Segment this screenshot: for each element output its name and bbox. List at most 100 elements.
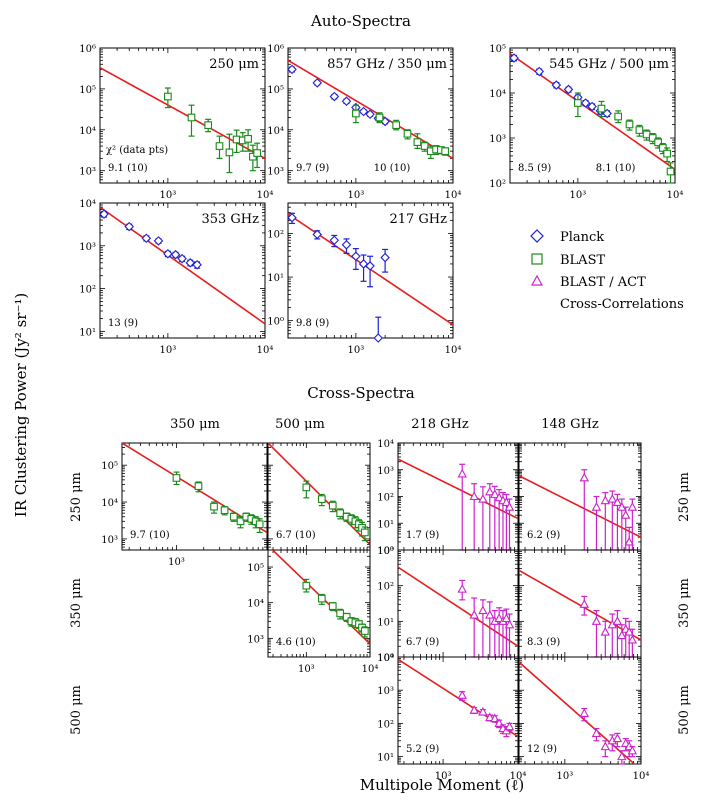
marker-triangle xyxy=(624,536,634,546)
data-point-act xyxy=(600,620,611,658)
data-point-planck xyxy=(534,66,545,77)
marker-square xyxy=(574,99,582,107)
row-label-350-left: 350 μm xyxy=(69,578,84,628)
marker-square xyxy=(352,109,360,118)
col-label-148: 148 GHz xyxy=(541,417,599,432)
legend-label-cross: Cross-Correlations xyxy=(560,297,684,312)
marker-triangle xyxy=(494,492,504,502)
data-point-act xyxy=(607,490,618,551)
marker-triangle xyxy=(624,626,634,636)
y-tick-label: 10¹ xyxy=(267,273,284,284)
x-tick-label: 10⁴ xyxy=(667,190,684,201)
marker-square xyxy=(336,509,345,517)
marker-square xyxy=(625,120,634,129)
y-tick-label: 10⁴ xyxy=(79,126,96,137)
legend-label-blast: BLAST xyxy=(560,253,605,268)
data-point-blast xyxy=(574,92,582,118)
data-point-blast xyxy=(172,471,181,486)
data-point-planck xyxy=(124,221,135,232)
marker-square xyxy=(244,135,252,143)
data-point-act xyxy=(579,595,590,616)
data-point-blast xyxy=(187,104,196,137)
x-tick-label: 10³ xyxy=(298,664,315,675)
y-tick-label: 10³ xyxy=(247,634,264,645)
marker-diamond xyxy=(351,251,361,262)
marker-triangle xyxy=(591,501,602,511)
y-tick-label: 10⁶ xyxy=(267,44,284,55)
y-tick-label: 10⁵ xyxy=(79,85,96,96)
x-tick-label: 10⁴ xyxy=(257,345,274,356)
y-tick-label: 10³ xyxy=(377,546,394,557)
data-point-planck xyxy=(373,316,384,343)
marker-triangle xyxy=(579,599,590,608)
marker-triangle xyxy=(600,495,611,505)
panel-frame xyxy=(518,656,642,765)
y-tick-label: 10² xyxy=(377,719,394,730)
marker-triangle xyxy=(501,497,512,506)
panel-a250: 10³ 10⁴ 10³ 10⁴ 10⁵ 10⁶ 250 μm χ² (data pts) 9.1… xyxy=(79,44,273,201)
model-line xyxy=(519,474,641,538)
marker-square xyxy=(210,502,218,511)
marker-triangle xyxy=(627,745,638,755)
marker-square xyxy=(187,113,196,122)
marker-triangle xyxy=(490,489,500,498)
data-point-planck xyxy=(380,248,390,273)
data-point-planck xyxy=(163,249,173,259)
x-tick-label: 10⁴ xyxy=(445,190,462,201)
y-tick-label: 10⁵ xyxy=(247,563,264,574)
y-tick-label: 10⁴ xyxy=(101,498,118,509)
marker-diamond xyxy=(329,235,340,245)
marker-triangle xyxy=(485,712,495,722)
y-tick-label: 10⁰ xyxy=(267,317,284,328)
y-tick-label: 10³ xyxy=(101,535,118,546)
data-point-act xyxy=(478,706,488,716)
x-tick-label: 10³ xyxy=(348,345,365,356)
data-point-planck xyxy=(329,234,340,248)
data-point-blast xyxy=(164,87,172,109)
marker-diamond xyxy=(534,66,545,77)
marker-square xyxy=(342,613,351,621)
data-point-planck xyxy=(551,80,562,90)
marker-diamond xyxy=(163,249,173,259)
data-point-planck xyxy=(580,98,591,108)
marker-diamond xyxy=(329,91,340,102)
data-point-act xyxy=(457,690,467,701)
legend-label-act: BLAST / ACT xyxy=(560,275,646,290)
legend-marker-act xyxy=(530,274,544,286)
marker-triangle xyxy=(457,583,467,593)
y-tick-label: 10³ xyxy=(377,466,394,477)
data-point-planck xyxy=(177,253,187,264)
y-tick-label: 10⁶ xyxy=(79,44,96,55)
marker-diamond xyxy=(341,240,352,250)
data-point-blast xyxy=(666,162,675,184)
y-tick-label: 10² xyxy=(489,179,506,190)
panel-frame xyxy=(99,202,266,339)
panel-c250x218: 10⁰ 10¹ 10² 10³ 10⁴ 1.7 (9) xyxy=(377,439,519,557)
chi2-value: 1.7 (9) xyxy=(406,530,439,541)
data-point-act xyxy=(457,579,467,601)
marker-square xyxy=(360,528,369,537)
data-point-planck xyxy=(99,209,109,219)
marker-square xyxy=(253,149,261,157)
panels: 10³ 10⁴ 10³ 10⁴ 10⁵ 10⁶ 250 μm χ² (data pts) 9.1… xyxy=(79,44,683,782)
marker-square xyxy=(220,506,229,515)
marker-diamond xyxy=(580,98,591,108)
col-label-218: 218 GHz xyxy=(411,417,469,432)
data-point-planck xyxy=(341,96,352,106)
marker-diamond xyxy=(373,333,384,343)
data-point-planck xyxy=(287,64,297,75)
marker-square xyxy=(229,512,238,521)
data-point-blast xyxy=(413,133,422,150)
panel-frame xyxy=(509,47,676,184)
data-point-act xyxy=(501,608,512,658)
data-point-blast xyxy=(375,112,384,124)
marker-triangle xyxy=(612,616,623,625)
data-point-act xyxy=(469,597,479,658)
panel-title: 250 μm xyxy=(209,57,259,72)
marker-diamond xyxy=(380,252,390,263)
marker-diamond xyxy=(312,78,323,88)
x-tick-label: 10³ xyxy=(570,190,587,201)
marker-triangle xyxy=(607,493,618,503)
y-tick-label: 10⁴ xyxy=(377,653,394,664)
